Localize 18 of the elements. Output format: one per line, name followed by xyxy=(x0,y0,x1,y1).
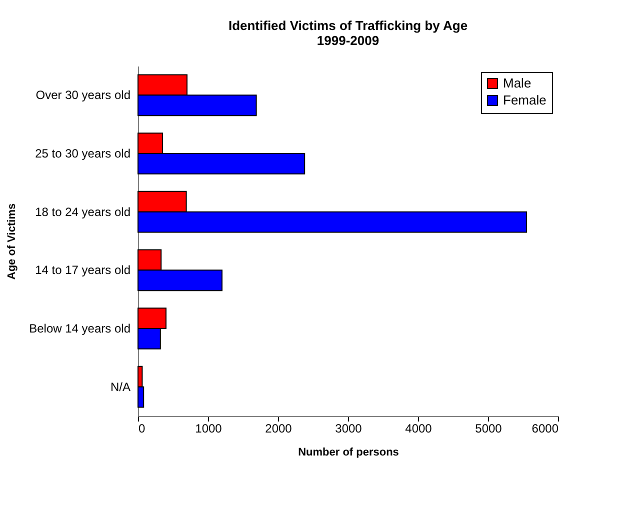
x-axis-title: Number of persons xyxy=(298,446,399,458)
y-tick-label: 18 to 24 years old xyxy=(35,204,130,219)
x-tick-label: 2000 xyxy=(265,422,292,436)
legend-label: Female xyxy=(503,92,546,108)
x-tick-label: 1000 xyxy=(195,422,222,436)
y-tick-label: 25 to 30 years old xyxy=(35,146,130,160)
y-tick-label: Below 14 years old xyxy=(29,322,130,336)
legend-label: Male xyxy=(503,76,532,90)
x-tick-label: 0 xyxy=(138,422,146,436)
chart-title: Identified Victims of Trafficking by Age 1999-2009 xyxy=(228,18,468,48)
y-tick-label: 14 to 17 years old xyxy=(35,263,130,278)
x-tick-label: 5000 xyxy=(475,422,502,436)
y-tick-label: Over 30 years old xyxy=(36,88,130,102)
y-axis-title: Age of Victims xyxy=(6,203,18,280)
y-tick-label: N/A xyxy=(110,380,130,394)
x-tick-label: 4000 xyxy=(405,422,432,436)
x-tick-label: 6000 xyxy=(532,422,559,436)
x-tick-label: 3000 xyxy=(335,422,362,436)
